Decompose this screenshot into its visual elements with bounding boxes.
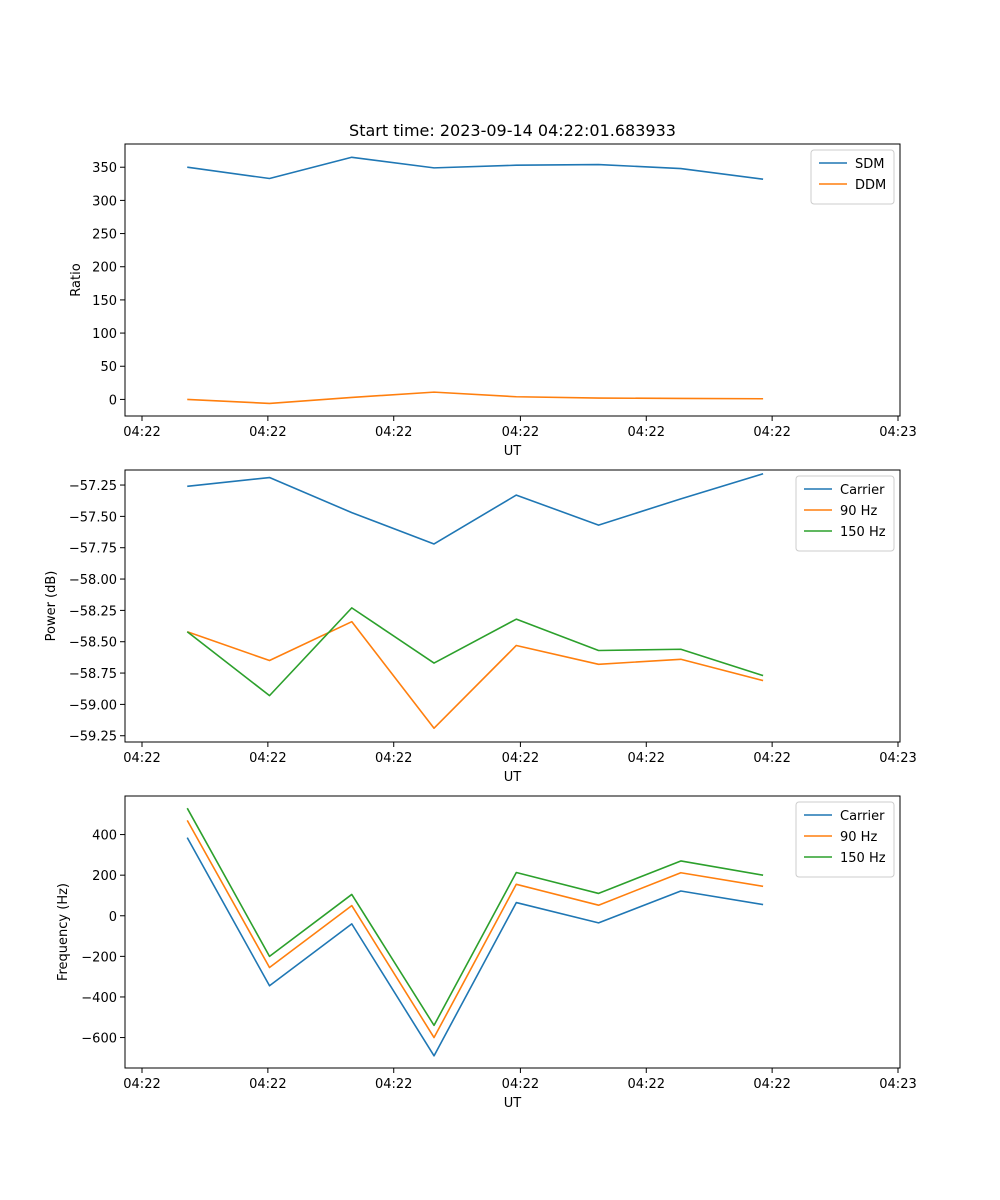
- y-tick-label: −58.25: [69, 604, 117, 619]
- series-line-carrier: [186, 837, 764, 1057]
- y-tick-label: −58.00: [69, 573, 117, 588]
- x-tick-label: 04:22: [123, 425, 160, 440]
- y-axis-label: Frequency (Hz): [56, 883, 71, 981]
- legend-box: [795, 475, 895, 552]
- series-line-150-hz: [186, 807, 764, 1027]
- legend-label: 150 Hz: [840, 851, 886, 866]
- legend-label: 90 Hz: [840, 504, 877, 519]
- legend: Carrier 90 Hz 150 Hz: [795, 801, 895, 878]
- x-tick-label: 04:22: [502, 425, 539, 440]
- x-tick-label: 04:22: [375, 1077, 412, 1092]
- legend-label: Carrier: [840, 809, 885, 824]
- y-tick-label: −57.75: [69, 542, 117, 557]
- series-line-sdm: [187, 156, 764, 180]
- y-tick-label: 300: [92, 194, 117, 209]
- x-tick-label: 04:22: [249, 425, 286, 440]
- x-tick-label: 04:22: [753, 1077, 790, 1092]
- x-tick-label: 04:22: [628, 425, 665, 440]
- y-tick-label: 400: [92, 829, 117, 844]
- legend-label: Carrier: [840, 483, 885, 498]
- figure-title: Start time: 2023-09-14 04:22:01.683933: [349, 121, 676, 140]
- y-tick-label: 200: [92, 261, 117, 276]
- y-tick-label: 200: [92, 869, 117, 884]
- x-tick-label: 04:22: [123, 751, 160, 766]
- y-tick-label: −200: [81, 950, 117, 965]
- legend-label: SDM: [855, 157, 884, 172]
- y-tick-label: −59.00: [69, 698, 117, 713]
- y-axis-label: Ratio: [69, 263, 84, 296]
- series-line-90-hz: [186, 819, 764, 1039]
- x-tick-label: 04:22: [753, 751, 790, 766]
- legend-box: [795, 801, 895, 878]
- subplot-1: 04:22 04:22 04:22 04:22 04:22 04:22 04:23 0 50 10…: [69, 143, 917, 459]
- y-tick-label: 250: [92, 228, 117, 243]
- y-tick-label: −58.75: [69, 667, 117, 682]
- x-axis-label: UT: [504, 1096, 522, 1111]
- x-tick-label: 04:22: [628, 751, 665, 766]
- subplot-3: 04:22 04:22 04:22 04:22 04:22 04:22 04:23 400 20…: [56, 795, 917, 1111]
- x-tick-label: 04:22: [502, 751, 539, 766]
- y-tick-label: −57.25: [69, 479, 117, 494]
- series-line-90-hz: [186, 620, 764, 730]
- y-tick-label: 150: [92, 294, 117, 309]
- x-tick-label: 04:23: [879, 751, 916, 766]
- axes-frame: [124, 143, 901, 417]
- y-tick-label: −400: [81, 991, 117, 1006]
- x-tick-label: 04:23: [879, 1077, 916, 1092]
- legend: SDM DDM: [810, 149, 895, 205]
- y-tick-label: 100: [92, 327, 117, 342]
- y-axis-label: Power (dB): [44, 571, 59, 642]
- x-tick-label: 04:22: [249, 751, 286, 766]
- x-tick-label: 04:22: [753, 425, 790, 440]
- x-tick-label: 04:22: [502, 1077, 539, 1092]
- y-tick-label: 50: [100, 360, 117, 375]
- legend-label: 90 Hz: [840, 830, 877, 845]
- x-tick-label: 04:22: [375, 425, 412, 440]
- subplot-2: 04:22 04:22 04:22 04:22 04:22 04:22 04:23 −57.2…: [44, 469, 917, 785]
- axes-frame: [124, 795, 901, 1069]
- x-axis-label: UT: [504, 444, 522, 459]
- y-tick-label: −58.50: [69, 636, 117, 651]
- legend: Carrier 90 Hz 150 Hz: [795, 475, 895, 552]
- x-tick-label: 04:23: [879, 425, 916, 440]
- y-tick-label: −57.50: [69, 510, 117, 525]
- y-tick-label: −59.25: [69, 730, 117, 745]
- x-tick-label: 04:22: [628, 1077, 665, 1092]
- x-tick-label: 04:22: [375, 751, 412, 766]
- series-line-ddm: [187, 391, 764, 405]
- x-tick-label: 04:22: [249, 1077, 286, 1092]
- legend-label: 150 Hz: [840, 525, 886, 540]
- series-line-carrier: [187, 472, 764, 545]
- series-line-150-hz: [186, 607, 764, 697]
- y-tick-label: −600: [81, 1032, 117, 1047]
- y-tick-label: 0: [109, 910, 117, 925]
- legend-label: DDM: [855, 178, 886, 193]
- axes-frame: [124, 469, 901, 743]
- y-tick-label: 0: [109, 393, 117, 408]
- x-axis-label: UT: [504, 770, 522, 785]
- y-tick-label: 350: [92, 161, 117, 176]
- x-tick-label: 04:22: [123, 1077, 160, 1092]
